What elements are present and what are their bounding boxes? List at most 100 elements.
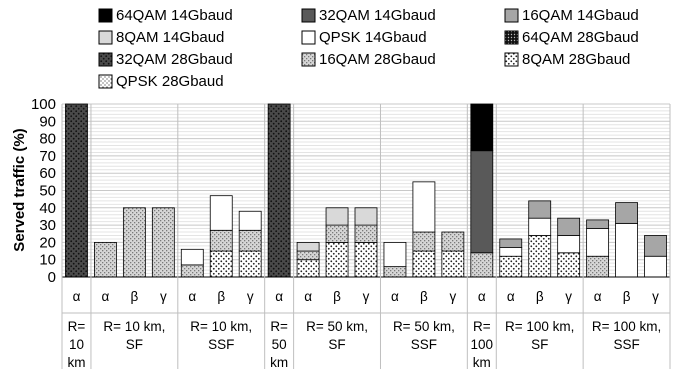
x-tick-label: γ — [449, 289, 456, 304]
group-label: R= 10 km, — [190, 319, 252, 334]
group-label: 50 — [272, 337, 287, 352]
y-tick-label: 40 — [39, 200, 56, 217]
bar-segment — [238, 229, 262, 252]
bar-segment — [180, 248, 204, 266]
bar-segment — [354, 224, 378, 243]
group-label: SF — [531, 337, 548, 352]
bar-segment — [94, 241, 117, 278]
bar-segment — [238, 210, 262, 231]
x-tick-label: α — [478, 289, 486, 304]
x-tick-label: α — [188, 289, 196, 304]
legend-entry: QPSK 28Gbaud — [116, 73, 224, 90]
bar-segment — [209, 195, 233, 231]
x-tick-label: β — [333, 289, 341, 304]
legend-swatch — [98, 8, 113, 23]
group-label: R= — [68, 319, 86, 334]
x-tick-label: γ — [565, 289, 572, 304]
bar-segment — [296, 241, 320, 252]
legend-entry: 16QAM 28Gbaud — [319, 51, 436, 68]
bar-segment — [528, 200, 552, 219]
x-tick-label: β — [130, 289, 138, 304]
legend-swatch — [504, 52, 519, 67]
x-tick-label: γ — [160, 289, 167, 304]
y-tick-label: 20 — [39, 234, 56, 251]
group-label: SSF — [613, 337, 639, 352]
y-tick-label: 10 — [39, 252, 56, 269]
y-tick-label: 60 — [39, 165, 56, 182]
y-tick-label: 90 — [39, 113, 56, 130]
group-label: SF — [328, 337, 345, 352]
legend-entry: 16QAM 14Gbaud — [522, 7, 639, 24]
x-tick-label: γ — [363, 289, 370, 304]
group-label: km — [67, 355, 85, 370]
group-label: 100 — [471, 337, 494, 352]
x-tick-label: β — [217, 289, 225, 304]
legend-swatch — [301, 8, 316, 23]
legend-entry: 8QAM 28Gbaud — [522, 51, 630, 68]
bar-segment — [499, 247, 523, 257]
x-tick-label: β — [536, 289, 544, 304]
x-tick-label: α — [304, 289, 312, 304]
bar-segment — [441, 250, 465, 278]
bar-segment — [499, 255, 523, 278]
bar-segment — [644, 235, 667, 257]
bar-segment — [557, 217, 581, 236]
y-tick-label: 80 — [39, 131, 56, 148]
legend-entry: 64QAM 28Gbaud — [522, 29, 639, 46]
group-label: R= — [473, 319, 491, 334]
bar-segment — [470, 103, 494, 152]
bar-segment — [383, 241, 407, 268]
legend-entry: 8QAM 14Gbaud — [116, 29, 224, 46]
bar-segment — [238, 250, 262, 278]
bar-segment — [180, 264, 204, 278]
bar-segment — [557, 252, 581, 278]
x-tick-label: γ — [247, 289, 254, 304]
legend-swatch — [301, 52, 316, 67]
bar-segment — [412, 250, 436, 278]
legend-swatch — [98, 52, 113, 67]
group-label: km — [270, 355, 288, 370]
y-tick-label: 30 — [39, 217, 56, 234]
legend-swatch — [504, 8, 519, 23]
x-tick-label: α — [391, 289, 399, 304]
legend-swatch — [504, 30, 519, 45]
legend: 64QAM 14Gbaud 32QAM 14Gbaud 16QAM 14Gbaud 8… — [98, 7, 639, 90]
bar-segment — [470, 150, 494, 254]
legend-entry: 32QAM 14Gbaud — [319, 7, 436, 24]
bar-segment — [65, 103, 88, 278]
group-label: km — [473, 355, 491, 370]
x-tick-label: α — [507, 289, 515, 304]
group-label: R= 50 km, — [306, 319, 368, 334]
bar-segment — [499, 238, 523, 248]
bar-segment — [209, 250, 233, 278]
group-label: SF — [126, 337, 143, 352]
y-tick-label: 0 — [48, 269, 56, 286]
group-label: SSF — [411, 337, 437, 352]
bar-segment — [586, 255, 610, 278]
x-tick-label: α — [73, 289, 81, 304]
bar-segment — [354, 241, 378, 278]
bar-segment — [615, 222, 638, 278]
legend-entry: QPSK 14Gbaud — [319, 29, 427, 46]
bar-segment — [267, 103, 291, 278]
x-tick-label: β — [623, 289, 631, 304]
group-label: R= 50 km, — [393, 319, 455, 334]
bar-segment — [528, 217, 552, 236]
legend-swatch — [301, 30, 316, 45]
bar-segment — [296, 259, 320, 278]
bar-segment — [412, 181, 436, 233]
bar-segment — [644, 255, 667, 278]
bar-segment — [528, 235, 552, 278]
x-tick-label: α — [594, 289, 602, 304]
legend-swatch — [98, 30, 113, 45]
category-table: α α β γ α β γ α α β γ α β γ α α β γ α β γ R= 10 km R= 10 km, SF R=… — [61, 104, 671, 370]
legend-entry: 64QAM 14Gbaud — [116, 7, 233, 24]
bar-segment — [470, 252, 494, 278]
y-axis-label: Served traffic (%) — [11, 128, 28, 251]
bar-segment — [586, 228, 610, 257]
legend-entry: 32QAM 28Gbaud — [116, 51, 233, 68]
group-label: R= — [270, 319, 288, 334]
bar-segment — [383, 266, 407, 278]
bar-segment — [296, 250, 320, 261]
